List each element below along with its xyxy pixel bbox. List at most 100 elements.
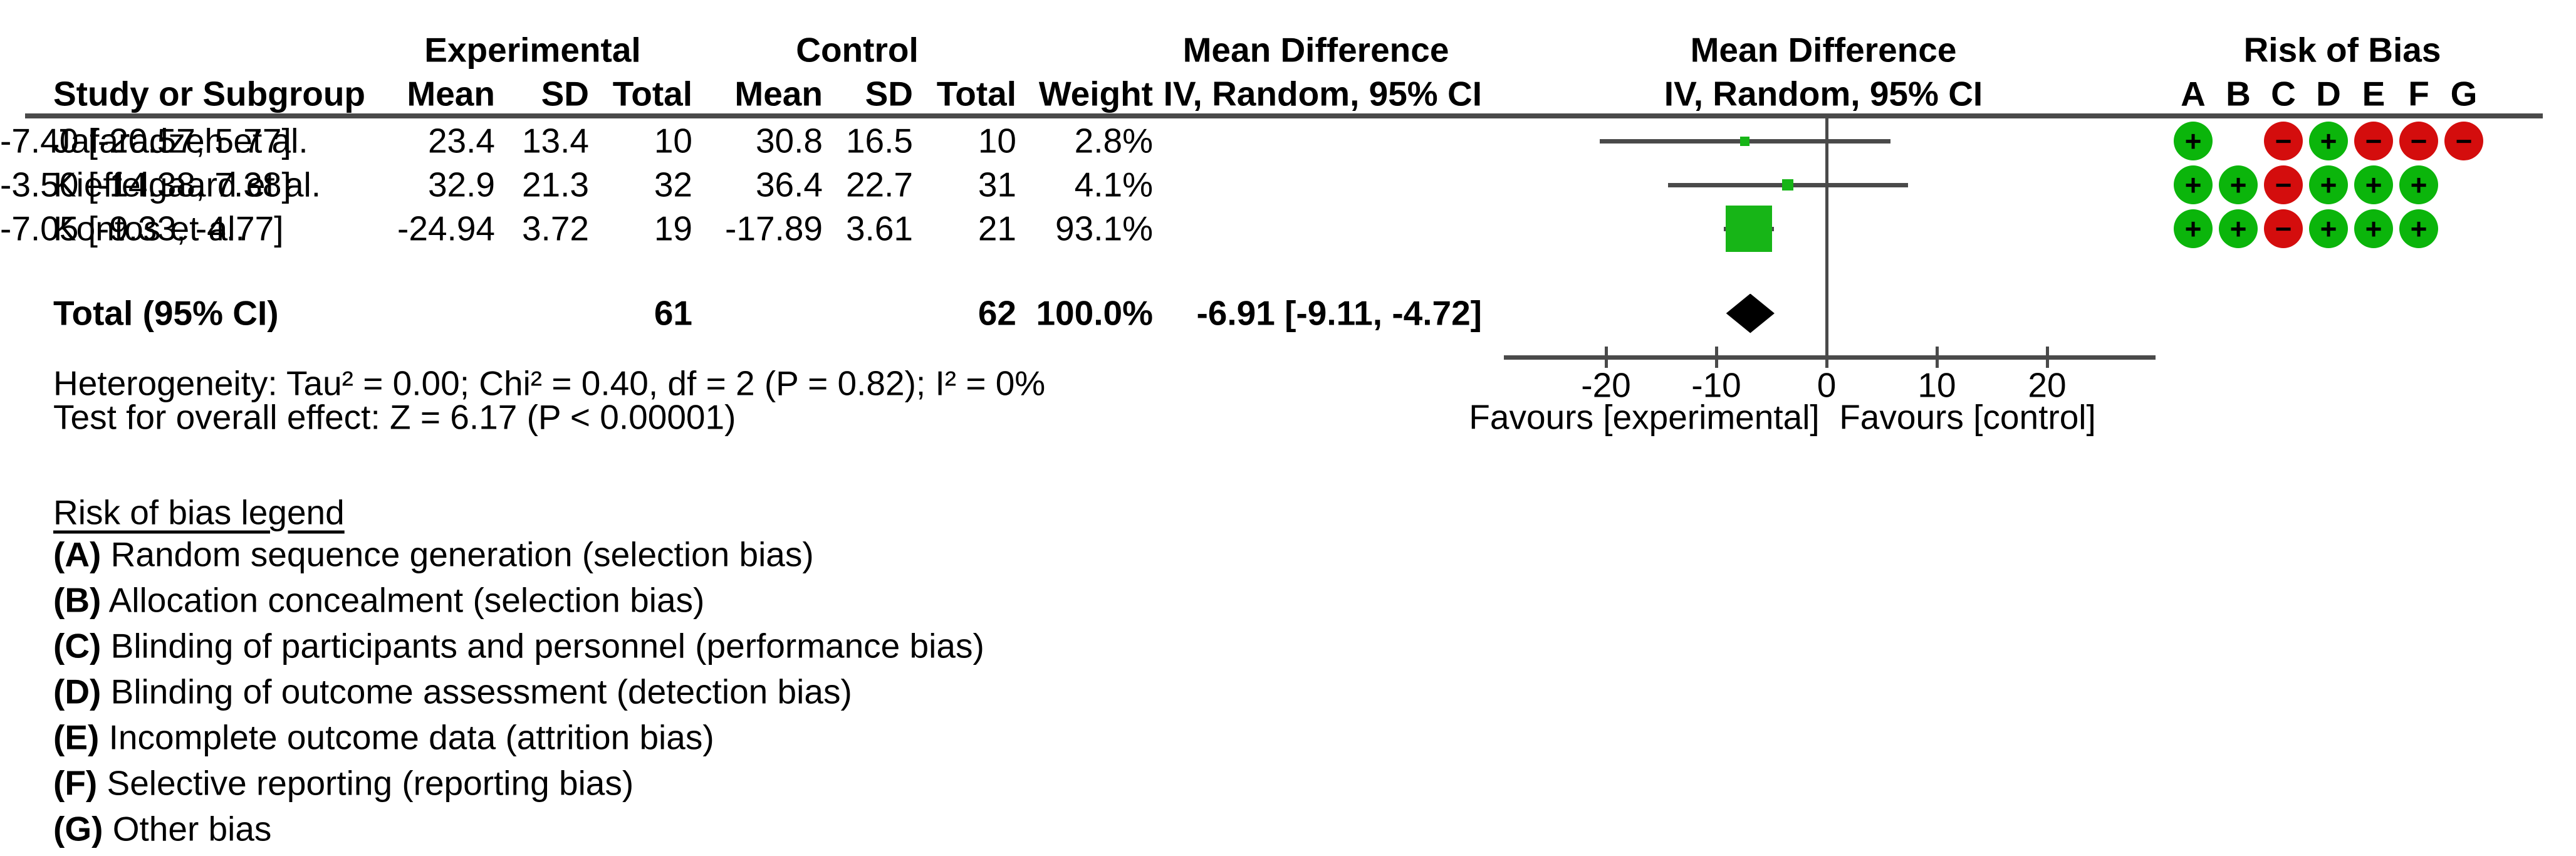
total-ci-text: -6.91 [-9.11, -4.72] bbox=[1196, 293, 1482, 333]
study-ctrl-total: 31 bbox=[978, 165, 1016, 204]
study-exp-sd: 21.3 bbox=[521, 165, 589, 204]
overall-effect-text: Test for overall effect: Z = 6.17 (P < 0… bbox=[53, 397, 736, 437]
group-header-control: Control bbox=[796, 30, 919, 70]
rob-circle-low-risk: + bbox=[2309, 209, 2348, 248]
rob-circle-low-risk: + bbox=[2174, 122, 2213, 160]
total-exp-n: 61 bbox=[654, 293, 692, 333]
study-weight: 4.1% bbox=[1074, 165, 1153, 204]
study-name: Jafaradzeh et al. bbox=[53, 121, 308, 160]
study-exp-total: 19 bbox=[654, 209, 692, 248]
rob-circle-high-risk: − bbox=[2399, 122, 2438, 160]
header-rule bbox=[25, 113, 2543, 118]
rob-column-letter: C bbox=[2271, 74, 2296, 113]
rob-circle-low-risk: + bbox=[2399, 209, 2438, 248]
rob-column-letter: A bbox=[2181, 74, 2206, 113]
study-weight: 2.8% bbox=[1074, 121, 1153, 160]
risk-of-bias-header: Risk of Bias bbox=[2243, 30, 2441, 70]
study-ci-text: -7.05 [-9.33, -4.77] bbox=[0, 209, 284, 248]
legend-item: (C) Blinding of participants and personn… bbox=[53, 629, 984, 664]
col-header-ctrl-mean: Mean bbox=[734, 74, 823, 113]
group-header-mean-difference: Mean Difference bbox=[1182, 30, 1449, 70]
rob-column-letter: D bbox=[2316, 74, 2341, 113]
legend-item-text: Selective reporting (reporting bias) bbox=[97, 763, 634, 803]
col-header-study: Study or Subgroup bbox=[53, 74, 366, 113]
axis-tick bbox=[1936, 347, 1939, 368]
legend-item: (D) Blinding of outcome assessment (dete… bbox=[53, 672, 852, 711]
legend-item-text: Allocation concealment (selection bias) bbox=[101, 580, 705, 620]
rob-column-letter: F bbox=[2408, 74, 2429, 113]
col-header-exp-total: Total bbox=[612, 74, 692, 113]
col-header-weight: Weight bbox=[1038, 74, 1153, 113]
axis-tick bbox=[1715, 347, 1718, 368]
legend-item-text: Incomplete outcome data (attrition bias) bbox=[99, 718, 714, 757]
total-ctrl-n: 62 bbox=[978, 293, 1016, 333]
effect-marker bbox=[1740, 136, 1750, 146]
group-header-experimental: Experimental bbox=[424, 30, 641, 70]
rob-column-letter: G bbox=[2450, 74, 2478, 113]
study-ctrl-total: 10 bbox=[978, 121, 1016, 160]
axis-tick bbox=[1825, 347, 1828, 368]
study-exp-sd: 13.4 bbox=[521, 121, 589, 160]
study-ctrl-mean: -17.89 bbox=[725, 209, 823, 248]
study-ctrl-mean: 36.4 bbox=[755, 165, 823, 204]
rob-circle-high-risk: − bbox=[2264, 209, 2303, 248]
heterogeneity-text: Heterogeneity: Tau² = 0.00; Chi² = 0.40,… bbox=[53, 363, 1046, 403]
study-exp-total: 32 bbox=[654, 165, 692, 204]
rob-circle-low-risk: + bbox=[2354, 165, 2393, 204]
rob-circle-low-risk: + bbox=[2174, 165, 2213, 204]
study-ctrl-sd: 16.5 bbox=[845, 121, 913, 160]
legend-item-code: (F) bbox=[53, 763, 98, 803]
effect-marker bbox=[1725, 206, 1772, 252]
axis-tick-label: 10 bbox=[1917, 365, 1956, 405]
legend-item-text: Blinding of outcome assessment (detectio… bbox=[101, 672, 852, 711]
col-header-ctrl-sd: SD bbox=[865, 74, 913, 113]
study-exp-mean: 23.4 bbox=[427, 121, 495, 160]
legend-item-code: (A) bbox=[53, 535, 102, 574]
rob-column-letter: E bbox=[2362, 74, 2386, 113]
legend-item-code: (C) bbox=[53, 626, 102, 665]
legend-item: (A) Random sequence generation (selectio… bbox=[53, 535, 814, 574]
axis-tick-label: -10 bbox=[1691, 365, 1741, 405]
legend-item-code: (B) bbox=[53, 580, 102, 620]
total-label: Total (95% CI) bbox=[53, 293, 279, 333]
rob-circle-low-risk: + bbox=[2309, 165, 2348, 204]
plot-header-method: IV, Random, 95% CI bbox=[1664, 74, 1983, 113]
study-exp-mean: 32.9 bbox=[427, 165, 495, 204]
rob-circle-low-risk: + bbox=[2309, 122, 2348, 160]
legend-item: (G) Other bias bbox=[53, 812, 271, 847]
axis-tick-label: 20 bbox=[2028, 365, 2067, 405]
legend-item-code: (E) bbox=[53, 718, 100, 757]
legend-item-code: (G) bbox=[53, 809, 103, 848]
legend-item-code: (D) bbox=[53, 672, 102, 711]
rob-legend-title: Risk of bias legend bbox=[53, 493, 345, 532]
axis-tick bbox=[1605, 347, 1608, 368]
legend-item-text: Other bias bbox=[103, 809, 272, 848]
rob-circle-low-risk: + bbox=[2219, 165, 2258, 204]
rob-circle-low-risk: + bbox=[2219, 209, 2258, 248]
effect-marker bbox=[1782, 179, 1794, 191]
legend-item: (B) Allocation concealment (selection bi… bbox=[53, 583, 704, 618]
pooled-effect-diamond bbox=[1726, 293, 1775, 333]
legend-item-text: Blinding of participants and personnel (… bbox=[101, 626, 984, 665]
col-header-exp-sd: SD bbox=[541, 74, 589, 113]
rob-circle-low-risk: + bbox=[2399, 165, 2438, 204]
study-ctrl-sd: 22.7 bbox=[845, 165, 913, 204]
study-exp-sd: 3.72 bbox=[521, 209, 589, 248]
study-ci-text: -3.50 [-14.38, 7.38] bbox=[0, 165, 291, 204]
favours-experimental-label: Favours [experimental] bbox=[1469, 397, 1820, 437]
study-ctrl-sd: 3.61 bbox=[845, 209, 913, 248]
study-ctrl-total: 21 bbox=[978, 209, 1016, 248]
study-ci-text: -7.40 [-20.57, 5.77] bbox=[0, 121, 291, 160]
study-weight: 93.1% bbox=[1055, 209, 1153, 248]
rob-circle-high-risk: − bbox=[2264, 165, 2303, 204]
rob-column-letter: B bbox=[2226, 74, 2251, 113]
legend-item: (F) Selective reporting (reporting bias) bbox=[53, 766, 634, 801]
legend-item: (E) Incomplete outcome data (attrition b… bbox=[53, 718, 714, 757]
favours-control-label: Favours [control] bbox=[1839, 397, 2096, 437]
x-axis-line bbox=[1504, 355, 2156, 360]
study-name: Kontos et al. bbox=[53, 209, 245, 248]
total-weight: 100.0% bbox=[1036, 293, 1153, 333]
axis-tick-label: 0 bbox=[1817, 365, 1837, 405]
zero-reference-line bbox=[1825, 118, 1828, 368]
